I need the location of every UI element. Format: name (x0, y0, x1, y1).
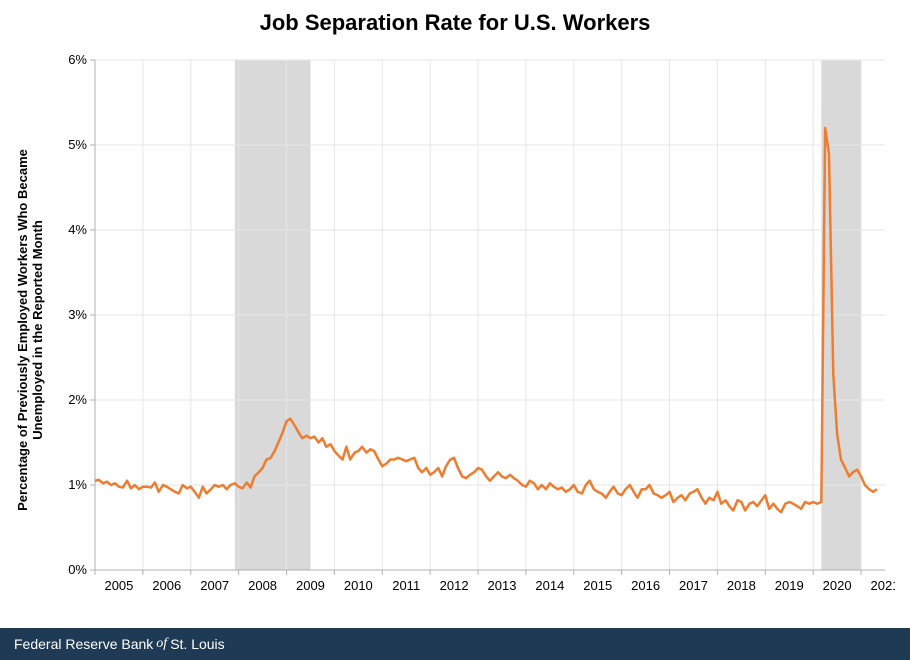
svg-text:1%: 1% (68, 477, 87, 492)
svg-text:2008: 2008 (248, 578, 277, 593)
svg-text:2012: 2012 (440, 578, 469, 593)
svg-text:2013: 2013 (488, 578, 517, 593)
svg-text:2016: 2016 (631, 578, 660, 593)
footer-of: of (156, 636, 167, 652)
svg-text:2017: 2017 (679, 578, 708, 593)
svg-text:2005: 2005 (104, 578, 133, 593)
svg-text:0%: 0% (68, 562, 87, 577)
svg-text:2014: 2014 (535, 578, 564, 593)
svg-text:3%: 3% (68, 307, 87, 322)
svg-text:2019: 2019 (775, 578, 804, 593)
y-axis-label: Percentage of Previously Employed Worker… (15, 80, 45, 580)
chart-title: Job Separation Rate for U.S. Workers (0, 0, 910, 36)
svg-text:2009: 2009 (296, 578, 325, 593)
chart-svg: 0% 1% 2% 3% 4% 5% 6% 2005 2006 2007 2008 2009 2010 20… (40, 50, 895, 610)
svg-text:2015: 2015 (583, 578, 612, 593)
svg-text:2010: 2010 (344, 578, 373, 593)
svg-text:2021: 2021 (871, 578, 895, 593)
svg-text:2007: 2007 (200, 578, 229, 593)
footer-bar: Federal Reserve Bank of St. Louis (0, 628, 910, 660)
svg-text:2011: 2011 (392, 578, 420, 593)
svg-text:2018: 2018 (727, 578, 756, 593)
svg-text:4%: 4% (68, 222, 87, 237)
svg-text:2%: 2% (68, 392, 87, 407)
svg-text:6%: 6% (68, 52, 87, 67)
svg-text:2006: 2006 (152, 578, 181, 593)
svg-text:5%: 5% (68, 137, 87, 152)
svg-text:2020: 2020 (823, 578, 852, 593)
footer-suffix: St. Louis (170, 636, 224, 652)
chart-area: Percentage of Previously Employed Worker… (40, 50, 895, 610)
footer-prefix: Federal Reserve Bank (14, 636, 153, 652)
